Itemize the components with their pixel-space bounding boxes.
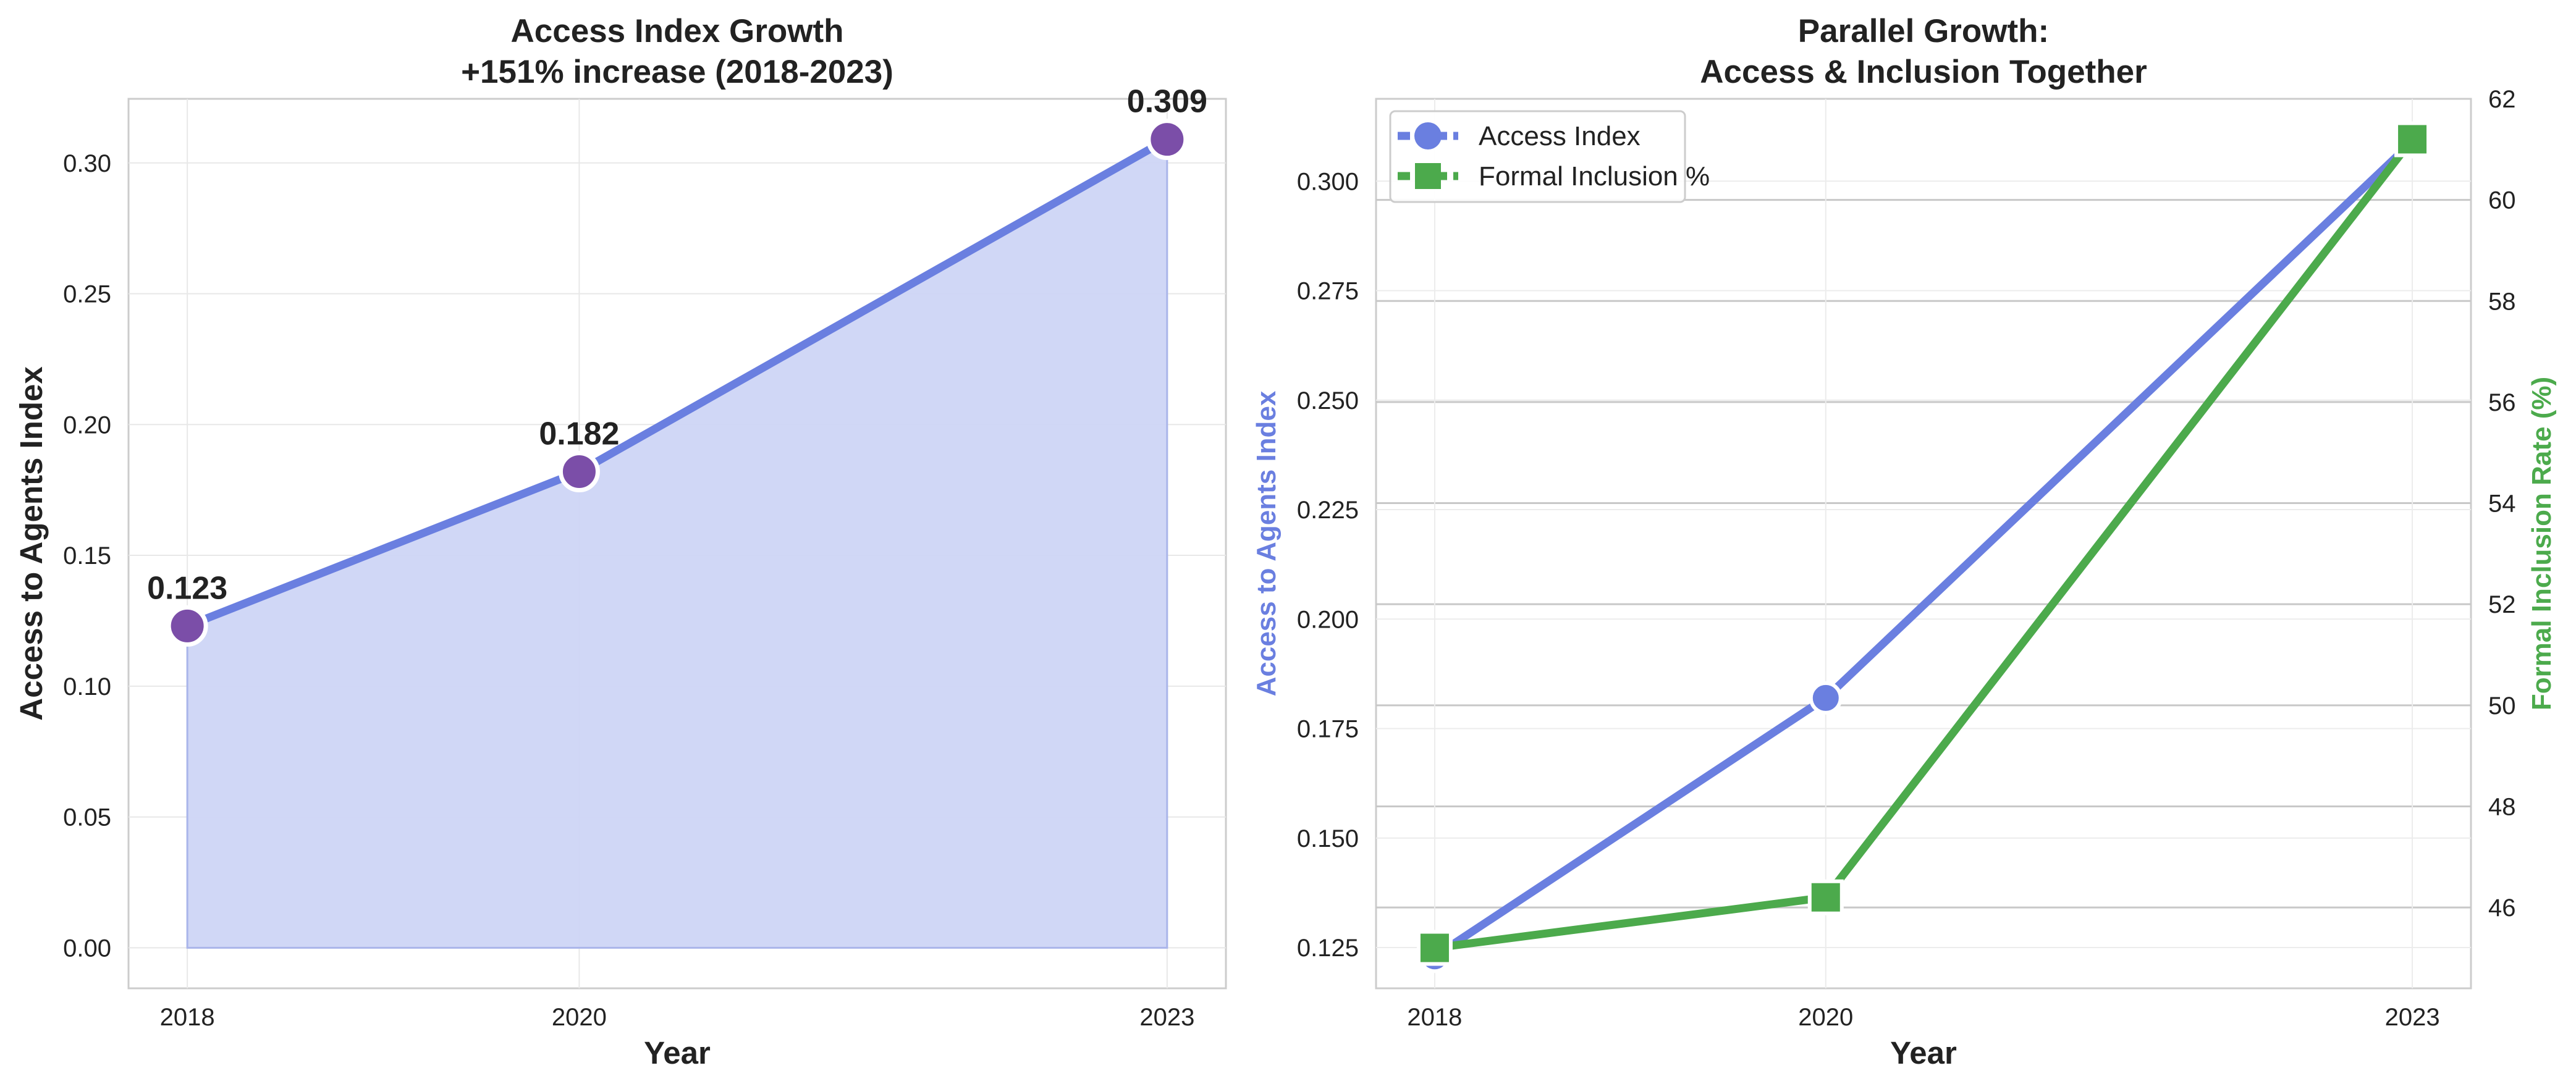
- right-x-tick-label: 2018: [1407, 1004, 1462, 1031]
- left-x-ticks: 2018 2020 2023: [160, 1004, 1195, 1031]
- left-point-label: 0.182: [539, 416, 619, 452]
- left-point-label: 0.309: [1127, 84, 1207, 120]
- right-right-y-ticks: 46 48 50 52 54 56 58 60 62: [2488, 86, 2516, 922]
- right-x-tick-label: 2023: [2385, 1004, 2440, 1031]
- left-y-ticks: 0.00 0.05 0.10 0.15 0.20 0.25 0.30: [63, 150, 111, 962]
- left-chart: 0.123 0.182 0.309 0.00 0.05 0.10 0.15 0.20 0.25…: [14, 13, 1227, 1070]
- right-left-y-tick-label: 0.275: [1297, 278, 1359, 305]
- right-right-y-axis-label: Formal Inclusion Rate (%): [2527, 377, 2557, 710]
- right-x-ticks: 2018 2020 2023: [1407, 1004, 2439, 1031]
- right-left-y-tick-label: 0.125: [1297, 935, 1359, 962]
- left-y-tick-label: 0.30: [63, 150, 111, 177]
- right-left-y-tick-label: 0.300: [1297, 168, 1359, 195]
- legend-inclusion-marker: [1415, 163, 1441, 189]
- right-left-y-tick-label: 0.250: [1297, 387, 1359, 414]
- right-right-y-tick-label: 52: [2488, 591, 2516, 618]
- left-y-tick-label: 0.15: [63, 542, 111, 570]
- right-plot-area: [1375, 98, 2472, 990]
- right-right-y-tick-label: 60: [2488, 187, 2516, 214]
- right-left-y-tick-label: 0.175: [1297, 716, 1359, 743]
- left-y-tick-label: 0.25: [63, 281, 111, 308]
- right-left-y-tick-label: 0.200: [1297, 606, 1359, 633]
- legend-access-label: Access Index: [1479, 121, 1641, 151]
- left-y-tick-label: 0.20: [63, 411, 111, 439]
- left-x-tick-label: 2018: [160, 1004, 215, 1031]
- right-right-y-tick-label: 46: [2488, 894, 2516, 922]
- legend-access-marker: [1414, 122, 1442, 149]
- legend-inclusion-label: Formal Inclusion %: [1479, 161, 1710, 191]
- right-access-point: [1809, 681, 1843, 715]
- left-markers: [166, 119, 1188, 647]
- right-inclusion-point: [1416, 930, 1453, 966]
- left-x-tick-label: 2023: [1139, 1004, 1194, 1031]
- legend-box: [1389, 110, 1686, 203]
- left-y-tick-label: 0.00: [63, 935, 111, 962]
- right-inclusion-point: [2394, 121, 2431, 158]
- right-markers: [1416, 121, 2431, 973]
- left-point-label: 0.123: [147, 570, 227, 606]
- right-right-y-tick-label: 48: [2488, 793, 2516, 820]
- right-left-y-axis-label: Access to Agents Index: [1251, 390, 1282, 696]
- left-y-axis-label: Access to Agents Index: [14, 366, 49, 720]
- right-left-y-tick-label: 0.225: [1297, 497, 1359, 524]
- right-right-y-tick-label: 56: [2488, 389, 2516, 416]
- left-chart-title-line2: +151% increase (2018-2023): [461, 54, 893, 90]
- left-data-point: [558, 451, 600, 493]
- right-left-y-tick-label: 0.150: [1297, 825, 1359, 852]
- left-data-point: [1146, 119, 1188, 161]
- right-chart-title-line1: Parallel Growth:: [1798, 13, 2049, 49]
- left-chart-title-line1: Access Index Growth: [510, 13, 843, 49]
- right-left-y-ticks: 0.125 0.150 0.175 0.200 0.225 0.250 0.275 0.300: [1297, 168, 1359, 962]
- left-y-tick-label: 0.10: [63, 673, 111, 700]
- right-inclusion-point: [1807, 879, 1844, 915]
- right-right-y-tick-label: 54: [2488, 490, 2516, 518]
- left-y-tick-label: 0.05: [63, 804, 111, 831]
- right-x-axis-label: Year: [1890, 1035, 1957, 1070]
- right-right-y-tick-label: 58: [2488, 288, 2516, 315]
- right-chart-title-line2: Access & Inclusion Together: [1700, 54, 2147, 90]
- right-legend: Access Index Formal Inclusion %: [1389, 110, 1710, 203]
- left-data-point: [166, 605, 208, 647]
- left-x-axis-label: Year: [644, 1035, 711, 1070]
- right-x-tick-label: 2020: [1798, 1004, 1853, 1031]
- right-right-y-tick-label: 50: [2488, 692, 2516, 720]
- left-point-labels: 0.123 0.182 0.309: [147, 84, 1207, 607]
- left-x-tick-label: 2020: [552, 1004, 607, 1031]
- right-chart: 0.125 0.150 0.175 0.200 0.225 0.250 0.275 0.300…: [1251, 13, 2557, 1070]
- right-right-y-tick-label: 62: [2488, 86, 2516, 113]
